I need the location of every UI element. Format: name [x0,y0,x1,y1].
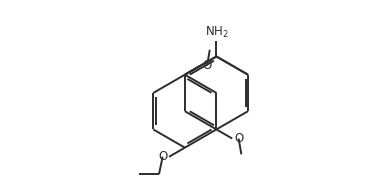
Text: O: O [158,150,167,163]
Text: NH$_2$: NH$_2$ [205,25,228,40]
Text: O: O [234,132,243,145]
Text: O: O [202,59,212,72]
